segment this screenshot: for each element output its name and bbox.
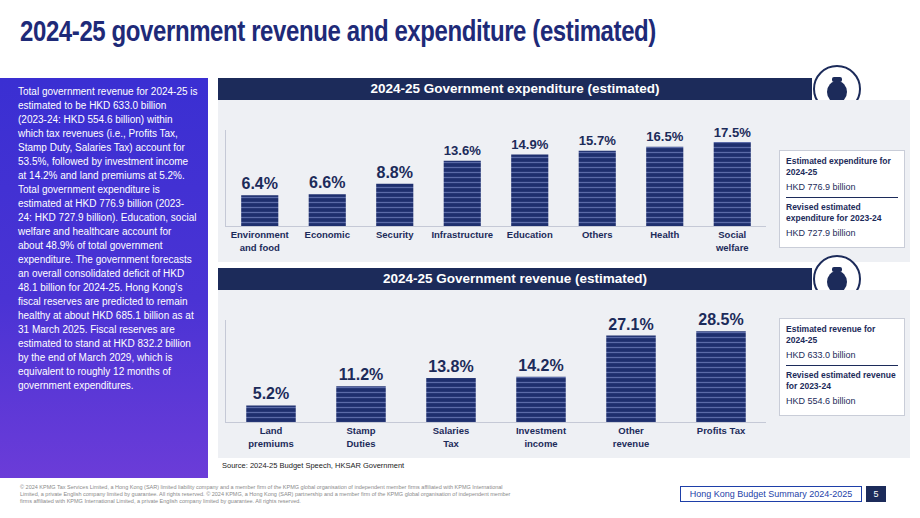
html-text:Estimated expenditure for 2024: Estimated expenditure for 2024-25 [786, 156, 891, 177]
svg-text:SalariesTax: SalariesTax [433, 425, 469, 448]
svg-text:Profits Tax: Profits Tax [697, 425, 746, 436]
svg-text:Economic: Economic [305, 229, 350, 240]
html-text:© 2024 KPMG Tax Services Limit: © 2024 KPMG Tax Services Limited, a Hong… [20, 484, 511, 504]
html-text:Total government revenue for 2: Total government revenue for 2024-25 is … [18, 86, 198, 391]
svg-text:11.2%: 11.2% [339, 366, 383, 383]
svg-text:Security: Security [376, 229, 414, 240]
svg-text:16.5%: 16.5% [646, 129, 683, 144]
html-text:Source: 2024-25 Budget Speech,: Source: 2024-25 Budget Speech, HKSAR Gov… [222, 461, 405, 470]
svg-text:Socialwelfare: Socialwelfare [715, 229, 749, 252]
html-text:HKD 727.9 billion: HKD 727.9 billion [786, 228, 856, 238]
svg-text:Environmentand food: Environmentand food [231, 229, 290, 252]
svg-text:13.6%: 13.6% [444, 143, 481, 158]
html-text:HKD 633.0 billion: HKD 633.0 billion [786, 350, 856, 360]
svg-text:27.1%: 27.1% [608, 316, 653, 333]
svg-text:8.8%: 8.8% [377, 164, 413, 181]
svg-text:Otherrevenue: Otherrevenue [613, 425, 649, 448]
svg-text:14.9%: 14.9% [511, 137, 548, 152]
svg-text:6.4%: 6.4% [242, 175, 278, 192]
svg-text:17.5%: 17.5% [714, 125, 751, 140]
svg-text:Education: Education [507, 229, 553, 240]
svg-text:Investmentincome: Investmentincome [516, 425, 567, 448]
svg-text:Landpremiums: Landpremiums [248, 425, 293, 448]
html-text:HKD 554.6 billion: HKD 554.6 billion [786, 396, 856, 406]
html-text:Revised estimated expenditure: Revised estimated expenditure for 2023-2… [786, 202, 882, 223]
svg-text:6.6%: 6.6% [309, 174, 345, 191]
svg-text:28.5%: 28.5% [698, 311, 743, 328]
html-text:HKD 776.9 billion: HKD 776.9 billion [786, 182, 856, 192]
html-text:2024-25 Government expenditure: 2024-25 Government expenditure (estimate… [370, 81, 660, 96]
html-text:5: 5 [873, 489, 879, 499]
html-text:2024-25 Government revenue (es: 2024-25 Government revenue (estimated) [382, 271, 647, 286]
svg-text:Health: Health [650, 229, 679, 240]
svg-text:13.8%: 13.8% [428, 358, 473, 375]
svg-text:Infrastructure: Infrastructure [431, 229, 493, 240]
svg-text:5.2%: 5.2% [253, 385, 289, 402]
svg-text:15.7%: 15.7% [579, 133, 616, 148]
html-text:Revised estimated revenue for: Revised estimated revenue for 2023-24 [786, 370, 896, 391]
html-text:Hong Kong Budget Summary 2024-: Hong Kong Budget Summary 2024-2025 [689, 489, 853, 499]
html-text:Estimated revenue for 2024-25: Estimated revenue for 2024-25 [786, 324, 876, 345]
html-text:2024-25 government revenue and: 2024-25 government revenue and expenditu… [20, 14, 656, 47]
svg-text:14.2%: 14.2% [518, 357, 563, 374]
svg-text:StampDuties: StampDuties [346, 425, 375, 448]
svg-text:Others: Others [582, 229, 613, 240]
